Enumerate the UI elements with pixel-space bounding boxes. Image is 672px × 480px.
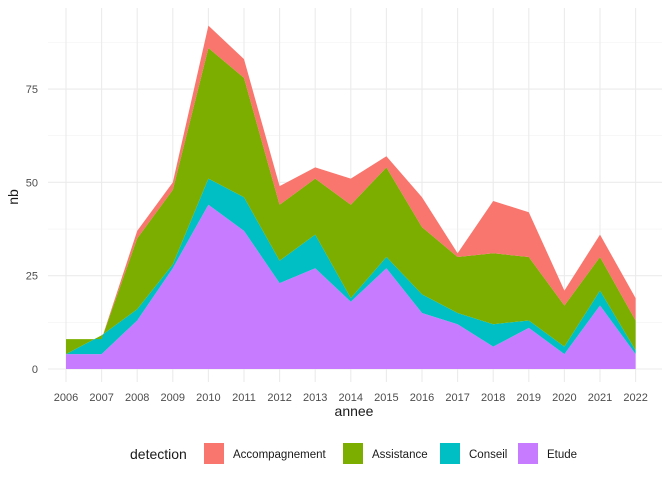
x-tick-label: 2021	[588, 392, 612, 404]
legend-key-accompagnement	[204, 443, 224, 464]
legend-key-conseil	[440, 443, 460, 464]
x-tick-label: 2019	[517, 392, 541, 404]
x-tick-label: 2017	[445, 392, 469, 404]
legend-title: detection	[130, 446, 187, 462]
x-tick-label: 2020	[552, 392, 576, 404]
y-tick-label: 0	[32, 364, 38, 376]
x-tick-label: 2011	[232, 392, 256, 404]
y-axis-ticks: 0 25 50 75	[26, 84, 38, 376]
y-tick-label: 75	[26, 84, 38, 96]
series-areas	[66, 25, 636, 369]
legend-key-assistance	[343, 443, 363, 464]
legend-label-accompagnement: Accompagnement	[233, 449, 326, 461]
legend-key-etude	[518, 443, 538, 464]
legend-label-etude: Etude	[547, 449, 577, 461]
x-tick-label: 2012	[267, 392, 291, 404]
y-axis-title: nb	[5, 189, 21, 205]
x-axis-title: annee	[335, 403, 374, 419]
legend: detection Accompagnement Assistance Consei…	[130, 443, 577, 464]
y-tick-label: 50	[26, 177, 38, 189]
x-tick-label: 2010	[196, 392, 220, 404]
x-tick-label: 2022	[623, 392, 647, 404]
x-tick-label: 2007	[89, 392, 113, 404]
x-tick-label: 2018	[481, 392, 505, 404]
y-tick-label: 25	[26, 271, 38, 283]
area-etude	[66, 204, 636, 369]
x-tick-label: 2008	[125, 392, 149, 404]
area-accompagnement	[66, 25, 636, 340]
x-tick-label: 2006	[54, 392, 78, 404]
x-axis-ticks: 2006 2007 2008 2009 2010 2011 2012 2013 2014 2015…	[54, 392, 648, 404]
x-tick-label: 2015	[374, 392, 398, 404]
area-assistance	[66, 47, 636, 355]
legend-label-assistance: Assistance	[372, 449, 428, 461]
x-tick-label: 2013	[303, 392, 327, 404]
x-tick-label: 2009	[161, 392, 185, 404]
x-tick-label: 2014	[339, 392, 363, 404]
legend-label-conseil: Conseil	[469, 449, 507, 461]
x-tick-label: 2016	[410, 392, 434, 404]
